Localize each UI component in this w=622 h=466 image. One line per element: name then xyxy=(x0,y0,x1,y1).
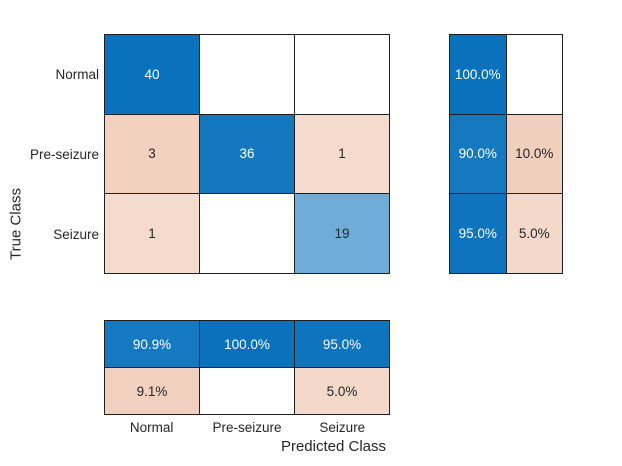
matrix-cell-4: 36 xyxy=(200,114,294,194)
column-summary-grid: 90.9% 100.0% 95.0% 9.1% 5.0% xyxy=(104,320,390,415)
matrix-cell-0: 40 xyxy=(105,35,199,114)
row-summary-cell-2: 90.0% xyxy=(450,114,506,194)
x-axis-tick-labels: Normal Pre-seizure Seizure xyxy=(104,420,390,437)
matrix-cell-3: 3 xyxy=(105,114,199,194)
col-label-normal: Normal xyxy=(129,420,174,435)
matrix-cell-5: 1 xyxy=(295,114,389,194)
row-label-pre-seizure: Pre-seizure xyxy=(29,146,99,162)
col-summary-cell-2: 95.0% xyxy=(295,321,389,367)
matrix-cell-8: 19 xyxy=(295,194,389,273)
row-label-seizure: Seizure xyxy=(53,226,99,242)
col-summary-cell-1: 100.0% xyxy=(200,321,294,367)
matrix-cell-1 xyxy=(200,35,294,114)
row-summary-grid: 100.0% 90.0% 10.0% 95.0% 5.0% xyxy=(449,34,563,274)
matrix-cell-6: 1 xyxy=(105,194,199,273)
row-summary-cell-3: 10.0% xyxy=(506,114,562,194)
col-summary-cell-0: 90.9% xyxy=(105,321,199,367)
y-axis-tick-labels: Normal Pre-seizure Seizure xyxy=(0,34,99,274)
col-summary-cell-3: 9.1% xyxy=(105,368,199,414)
confusion-matrix-grid: 40 3 36 1 1 19 xyxy=(104,34,390,274)
col-summary-cell-5: 5.0% xyxy=(295,368,389,414)
x-axis-label: Predicted Class xyxy=(280,438,387,455)
matrix-cell-2 xyxy=(295,35,389,114)
row-summary-cell-4: 95.0% xyxy=(450,194,506,273)
matrix-cell-7 xyxy=(200,194,294,273)
row-summary-cell-5: 5.0% xyxy=(506,194,562,273)
col-summary-cell-4 xyxy=(200,368,294,414)
col-label-seizure: Seizure xyxy=(319,420,366,435)
row-label-normal: Normal xyxy=(55,66,99,82)
row-summary-cell-1 xyxy=(506,35,562,114)
row-summary-cell-0: 100.0% xyxy=(450,35,506,114)
col-label-pre-seizure: Pre-seizure xyxy=(212,420,282,435)
